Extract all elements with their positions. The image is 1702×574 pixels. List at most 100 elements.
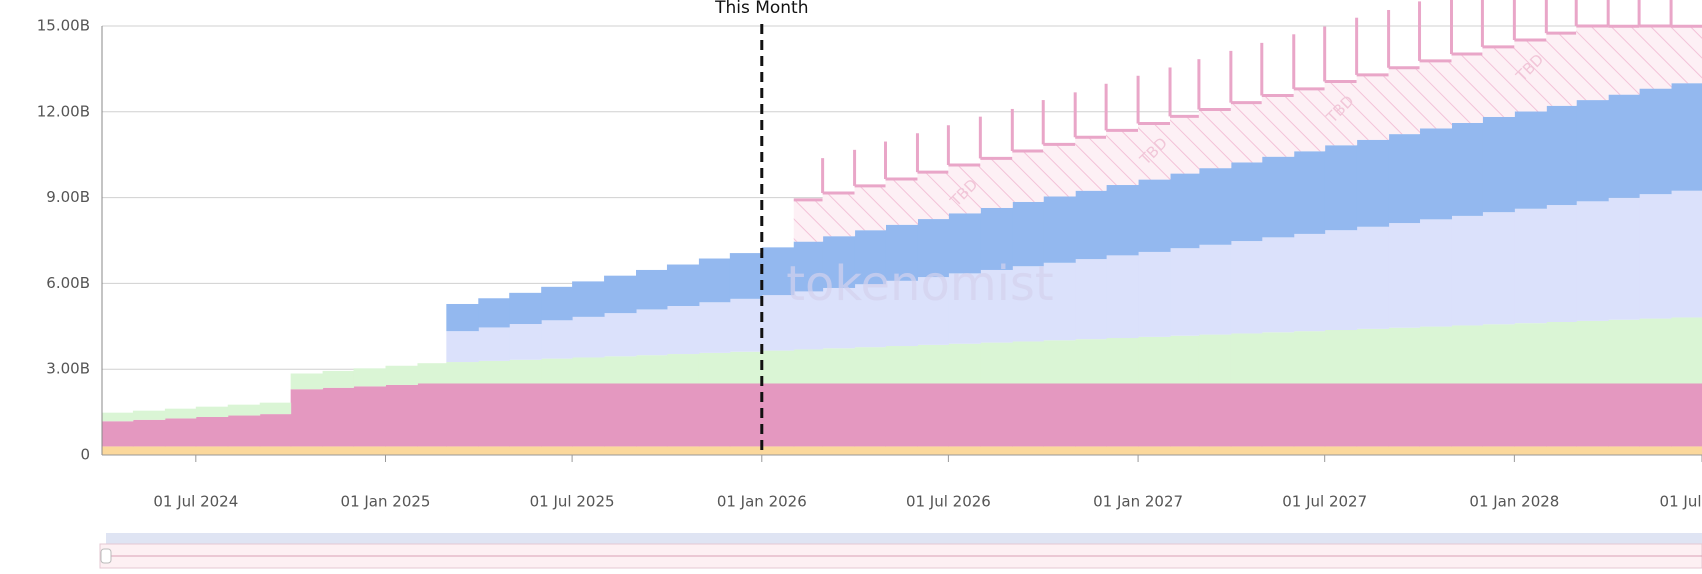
area-segment: [1576, 100, 1609, 202]
area-segment: [478, 298, 510, 328]
tbd-segment: [793, 199, 824, 242]
area-segment: [885, 346, 918, 384]
area-segment: [698, 383, 731, 447]
area-segment: [385, 384, 418, 447]
area-segment: [1324, 330, 1358, 384]
area-segment: [102, 412, 134, 422]
area-segment: [1075, 383, 1107, 447]
area-segment: [1576, 446, 1609, 455]
area-segment: [1230, 162, 1263, 242]
area-segment: [793, 383, 824, 447]
area-segment: [793, 241, 824, 292]
tbd-segment: [1608, 26, 1640, 95]
tbd-segment: [1261, 95, 1295, 157]
area-segment: [1075, 446, 1107, 455]
area-segment: [885, 280, 918, 347]
area-segment: [1482, 324, 1515, 384]
area-segment: [164, 418, 197, 447]
area-segment: [885, 446, 918, 455]
x-tick-label: 01 Jan 2026: [717, 493, 807, 511]
area-segment: [1043, 446, 1076, 455]
area-segment: [1671, 383, 1702, 447]
area-segment: [822, 287, 856, 349]
area-segment: [1388, 383, 1421, 447]
area-segment: [917, 219, 949, 278]
tbd-segment: [1198, 109, 1232, 169]
area-segment: [729, 298, 763, 352]
area-segment: [604, 383, 637, 447]
area-segment: [698, 352, 731, 384]
area-segment: [1671, 190, 1702, 318]
tbd-segment: [1356, 74, 1390, 140]
area-segment: [322, 370, 355, 388]
area-segment: [604, 446, 637, 455]
tbd-segment: [1230, 102, 1263, 163]
area-segment: [822, 236, 856, 288]
area-segment: [822, 383, 856, 447]
area-segment: [417, 383, 447, 447]
area-segment: [1514, 383, 1547, 447]
area-segment: [1106, 446, 1139, 455]
area-segment: [1138, 383, 1171, 447]
area-segment: [259, 446, 292, 455]
area-segment: [1043, 262, 1076, 341]
area-segment: [1261, 446, 1295, 455]
area-segment: [636, 269, 668, 310]
tbd-segment: [1138, 123, 1171, 180]
this-month-label: This Month: [714, 0, 808, 18]
area-segment: [1170, 383, 1200, 447]
area-segment: [1451, 122, 1483, 216]
tbd-segment: [1106, 130, 1139, 186]
area-segment: [854, 347, 887, 384]
area-segment: [698, 446, 731, 455]
area-segment: [478, 383, 510, 447]
area-segment: [572, 357, 605, 384]
tbd-segment: [1324, 81, 1358, 146]
area-segment: [917, 446, 949, 455]
area-segment: [1608, 446, 1640, 455]
x-tick-label: 01 Jan 2027: [1093, 493, 1183, 511]
area-segment: [1514, 323, 1547, 384]
area-segment: [227, 446, 261, 455]
area-segment: [1419, 383, 1452, 447]
area-segment: [1198, 383, 1232, 447]
area-segment: [1261, 332, 1295, 384]
area-segment: [1356, 446, 1390, 455]
y-tick-label: 12.00B: [37, 102, 90, 120]
area-segment: [1671, 446, 1702, 455]
area-segment: [761, 446, 795, 455]
area-segment: [1546, 383, 1577, 447]
y-tick-label: 15.00B: [37, 17, 90, 35]
area-segment: [604, 356, 637, 384]
area-segment: [572, 383, 605, 447]
area-segment: [102, 446, 134, 455]
x-tick-label: 01 Jul 2027: [1282, 493, 1367, 511]
area-segment: [195, 446, 229, 455]
area-segment: [948, 446, 981, 455]
area-segment: [290, 446, 324, 455]
area-segment: [195, 416, 229, 447]
area-segment: [980, 207, 1013, 270]
area-segment: [1106, 185, 1139, 256]
area-segment: [1639, 318, 1672, 384]
area-segment: [446, 362, 479, 384]
area-segment: [698, 302, 731, 353]
area-segment: [1608, 94, 1640, 198]
area-segment: [1546, 322, 1577, 384]
area-segment: [509, 324, 542, 360]
watermark: tokenomist: [786, 256, 1054, 312]
area-segment: [353, 446, 387, 455]
area-segment: [1388, 327, 1421, 384]
area-segment: [1198, 446, 1232, 455]
area-segment: [385, 446, 418, 455]
area-segment: [729, 351, 763, 384]
area-segment: [793, 291, 824, 350]
area-segment: [1451, 215, 1483, 326]
area-segment: [541, 446, 573, 455]
area-segment: [446, 383, 479, 447]
area-segment: [509, 359, 542, 384]
x-tick-label: 01 Jul 2028: [1660, 493, 1702, 511]
area-segment: [1170, 335, 1200, 384]
area-segment: [917, 383, 949, 447]
navigator-handle[interactable]: [100, 548, 112, 564]
